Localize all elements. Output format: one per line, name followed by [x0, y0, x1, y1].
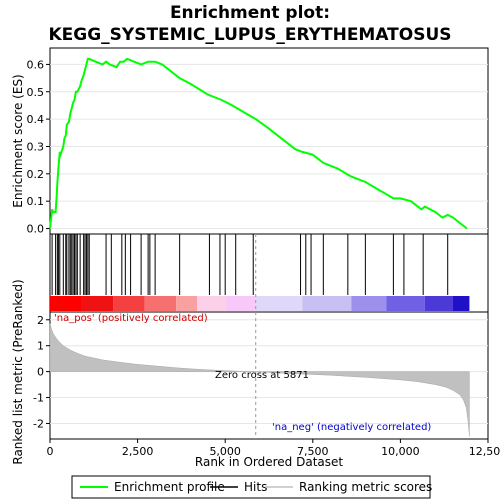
- hit-markers: [51, 234, 449, 295]
- legend-label: Ranking metric scores: [299, 480, 432, 494]
- es-y-axis-label: Enrichment score (ES): [11, 74, 25, 207]
- legend-label: Hits: [244, 480, 267, 494]
- colorbar-segment: [81, 296, 114, 311]
- colorbar-segment: [351, 296, 387, 311]
- metric-y-tick-label: -1: [33, 392, 44, 405]
- ranking-colorbar: [50, 296, 470, 311]
- es-y-axis-ticks: 0.0 0.1 0.2 0.3 0.4 0.5 0.6: [27, 58, 50, 236]
- es-y-tick-label: 0.5: [27, 86, 45, 99]
- x-tick-label: 5,000: [209, 445, 241, 458]
- metric-y-tick-label: 2: [37, 314, 44, 327]
- enrichment-profile-line: [49, 57, 468, 230]
- colorbar-segment: [255, 296, 303, 311]
- colorbar-segment: [452, 296, 470, 311]
- enrichment-profile-path: [49, 57, 468, 230]
- colorbar-segment: [225, 296, 256, 311]
- metric-y-tick-label: 0: [37, 366, 44, 379]
- metric-y-tick-label: 1: [37, 340, 44, 353]
- x-axis-ticks: 0 2,500 5,000 7,500 10,000 12,500: [47, 439, 500, 458]
- colorbar-segment: [197, 296, 226, 311]
- es-y-tick-label: 0.6: [27, 58, 45, 71]
- x-tick-label: 12,500: [469, 445, 500, 458]
- colorbar-segment: [386, 296, 425, 311]
- es-y-tick-label: 0.4: [27, 113, 45, 126]
- es-y-tick-label: 0.1: [27, 195, 45, 208]
- metric-y-tick-label: -2: [33, 417, 44, 430]
- colorbar-segment: [144, 296, 177, 311]
- legend-label: Enrichment profile: [114, 480, 225, 494]
- annotation-zero-cross: Zero cross at 5871: [215, 370, 309, 381]
- es-y-tick-label: 0.2: [27, 168, 45, 181]
- x-tick-label: 7,500: [297, 445, 329, 458]
- es-y-tick-label: 0.3: [27, 140, 45, 153]
- ranking-metric-shape: [49, 323, 470, 437]
- colorbar-segment: [113, 296, 145, 311]
- x-tick-label: 2,500: [122, 445, 154, 458]
- es-y-tick-label: 0.0: [27, 223, 45, 236]
- x-axis-label: Rank in Ordered Dataset: [195, 455, 343, 469]
- legend-box: [71, 475, 431, 499]
- legend: Enrichment profile Hits Ranking metric sco…: [80, 480, 432, 494]
- metric-y-axis-label: Ranked list metric (PreRanked): [11, 279, 25, 464]
- colorbar-segment: [176, 296, 198, 311]
- colorbar-segment: [302, 296, 352, 311]
- colorbar-segment: [424, 296, 453, 311]
- annotation-positive: 'na_pos' (positively correlated): [54, 313, 208, 324]
- es-panel-gridlines: [50, 63, 488, 230]
- colorbar-segment: [50, 296, 82, 311]
- x-tick-label: 10,000: [381, 445, 420, 458]
- metric-y-axis-ticks: 2 1 0 -1 -2: [33, 314, 50, 430]
- x-tick-label: 0: [47, 445, 54, 458]
- annotation-negative: 'na_neg' (negatively correlated): [272, 422, 431, 433]
- chart-title-line1: Enrichment plot:: [170, 3, 330, 23]
- es-panel-frame: [49, 47, 489, 235]
- ranking-metric-area: [49, 323, 470, 437]
- chart-title-line2: KEGG_SYSTEMIC_LUPUS_ERYTHEMATOSUS: [48, 25, 451, 45]
